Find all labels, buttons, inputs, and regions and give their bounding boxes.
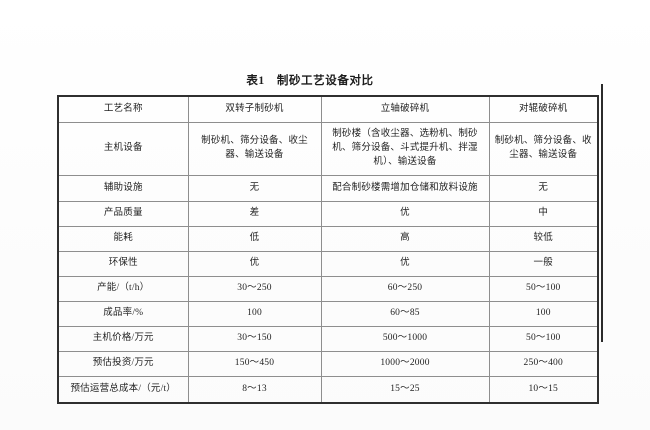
row-label: 预估投资/万元 (58, 351, 189, 377)
row-value: 150～450 (187, 351, 322, 377)
row-label: 主机设备 (58, 122, 189, 176)
row-value: 1000～2000 (320, 351, 490, 377)
row-value: 一般 (488, 251, 598, 277)
row-value: 差 (187, 201, 322, 227)
row-value: 250～400 (488, 351, 598, 377)
row-value: 10～15 (488, 376, 598, 403)
row-label: 环保性 (58, 251, 189, 277)
table-row: 成品率/% 100 60～85 100 (58, 301, 598, 327)
row-value: 优 (320, 201, 490, 227)
table-header-row: 工艺名称 双转子制砂机 立轴破碎机 对辊破碎机 (58, 96, 598, 123)
page-edge-line (601, 84, 603, 342)
comparison-table-container: 工艺名称 双转子制砂机 立轴破碎机 对辊破碎机 主机设备 制砂机、筛分设备、收尘… (57, 95, 599, 404)
row-value: 60～85 (320, 301, 490, 327)
table-row: 辅助设施 无 配合制砂楼需增加仓储和放料设施 无 (58, 175, 598, 202)
row-value: 15～25 (320, 376, 490, 403)
table-row: 预估运营总成本/（元/t） 8～13 15～25 10～15 (58, 376, 598, 403)
row-value: 优 (320, 251, 490, 277)
row-label: 预估运营总成本/（元/t） (58, 376, 189, 403)
row-value: 制砂机、筛分设备、收尘器、输送设备 (187, 122, 322, 176)
row-value: 较低 (488, 226, 598, 252)
row-label: 辅助设施 (58, 175, 189, 202)
row-label: 成品率/% (58, 301, 189, 327)
comparison-table: 工艺名称 双转子制砂机 立轴破碎机 对辊破碎机 主机设备 制砂机、筛分设备、收尘… (57, 95, 599, 404)
table-row: 产能/（t/h） 30～250 60～250 50～100 (58, 276, 598, 302)
row-value: 优 (187, 251, 322, 277)
row-value: 制砂楼（含收尘器、选粉机、制砂机、筛分设备、斗式提升机、拌湿机）、输送设备 (320, 122, 490, 176)
table-row: 主机设备 制砂机、筛分设备、收尘器、输送设备 制砂楼（含收尘器、选粉机、制砂机、… (58, 122, 598, 176)
row-value: 100 (488, 301, 598, 327)
table-row: 能耗 低 高 较低 (58, 226, 598, 252)
row-value: 100 (187, 301, 322, 327)
row-label: 能耗 (58, 226, 189, 252)
column-header-roller-crusher: 对辊破碎机 (488, 96, 598, 123)
row-value: 30～150 (187, 326, 322, 352)
row-label: 主机价格/万元 (58, 326, 189, 352)
row-value: 60～250 (320, 276, 490, 302)
table-row: 产品质量 差 优 中 (58, 201, 598, 227)
row-value: 无 (488, 175, 598, 202)
row-label: 产能/（t/h） (58, 276, 189, 302)
row-value: 高 (320, 226, 490, 252)
column-header-process-name: 工艺名称 (58, 96, 189, 123)
column-header-vsi-crusher: 立轴破碎机 (320, 96, 490, 123)
row-value: 30～250 (187, 276, 322, 302)
table-title: 表1 制砂工艺设备对比 (246, 75, 374, 87)
row-value: 中 (488, 201, 598, 227)
row-value: 无 (187, 175, 322, 202)
row-value: 50～100 (488, 276, 598, 302)
row-value: 500～1000 (320, 326, 490, 352)
row-label: 产品质量 (58, 201, 189, 227)
row-value: 制砂机、筛分设备、收尘器、输送设备 (488, 122, 598, 176)
table-row: 环保性 优 优 一般 (58, 251, 598, 277)
column-header-twin-rotor: 双转子制砂机 (187, 96, 322, 123)
row-value: 8～13 (187, 376, 322, 403)
row-value: 50～100 (488, 326, 598, 352)
row-value: 低 (187, 226, 322, 252)
row-value: 配合制砂楼需增加仓储和放料设施 (320, 175, 490, 202)
table-row: 预估投资/万元 150～450 1000～2000 250～400 (58, 351, 598, 377)
table-row: 主机价格/万元 30～150 500～1000 50～100 (58, 326, 598, 352)
